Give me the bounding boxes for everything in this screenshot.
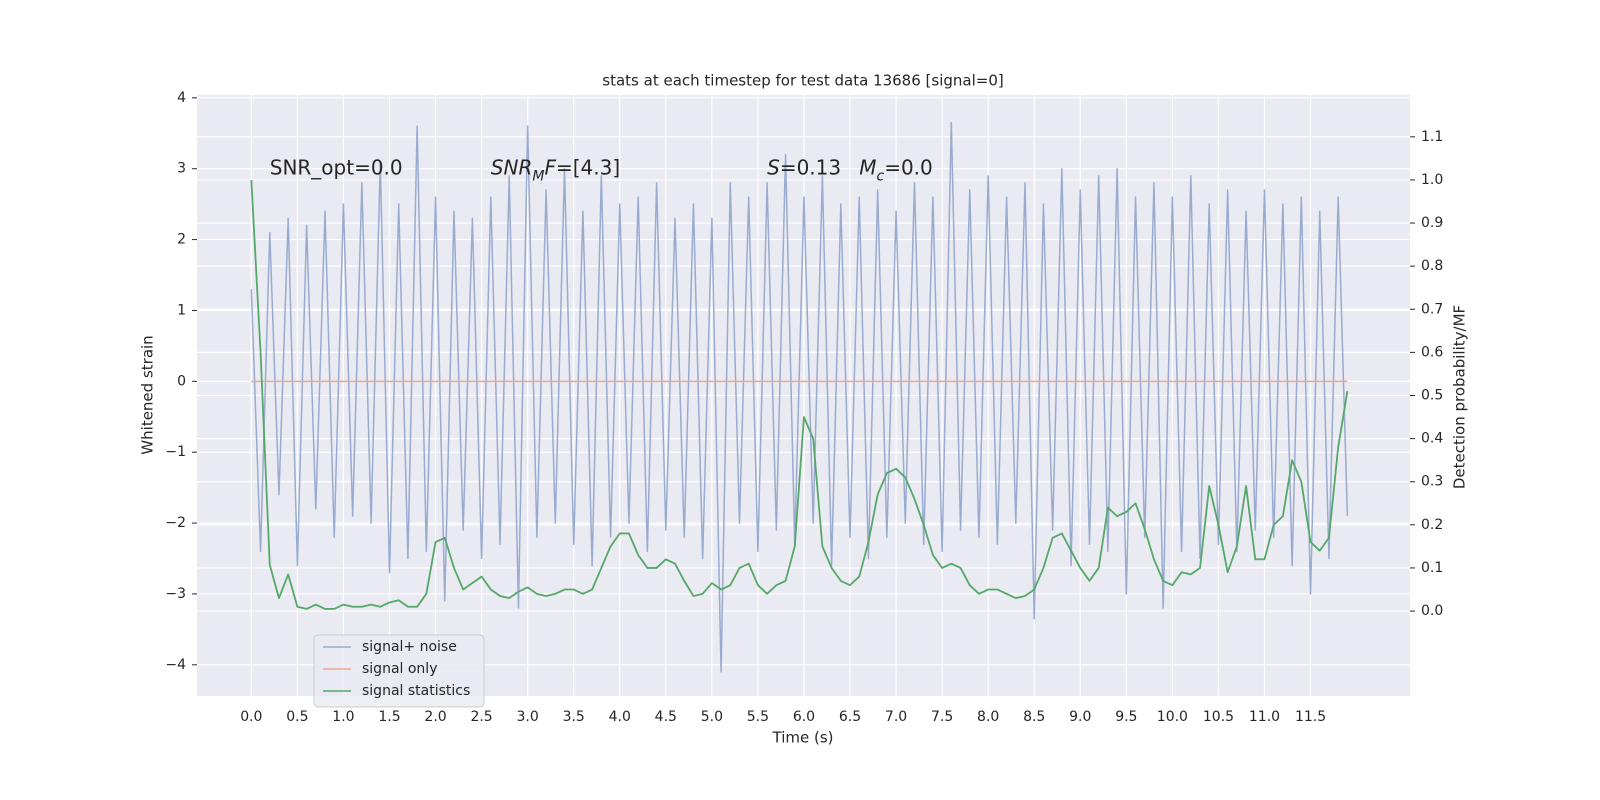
x-axis-label: Time (s) <box>772 729 834 747</box>
y2-tick-label: 0.9 <box>1421 215 1443 231</box>
y2-tick-label: 0.5 <box>1421 388 1443 404</box>
annotation-part: M <box>859 155 876 179</box>
y-tick-label: 3 <box>177 161 186 177</box>
x-tick-label: 10.5 <box>1203 709 1234 725</box>
y2-axis-label: Detection probability/MF <box>1451 305 1469 489</box>
y2-tick-label: 0.2 <box>1421 517 1443 533</box>
x-tick-label: 10.0 <box>1157 709 1188 725</box>
x-tick-label: 3.0 <box>517 709 539 725</box>
x-tick-label: 11.0 <box>1249 709 1280 725</box>
legend-label: signal+ noise <box>362 639 457 655</box>
x-tick-label: 6.5 <box>839 709 861 725</box>
annotation: S=0.13 <box>767 155 841 179</box>
x-tick-label: 9.5 <box>1115 709 1137 725</box>
y2-tick-label: 0.4 <box>1421 431 1443 447</box>
y2-tick-label: 0.0 <box>1421 603 1443 619</box>
x-tick-label: 0.0 <box>240 709 262 725</box>
x-tick-label: 1.0 <box>332 709 354 725</box>
x-tick-label: 7.0 <box>885 709 907 725</box>
y-tick-label: 4 <box>177 90 186 106</box>
annotation: SNR_opt=0.0 <box>270 155 403 179</box>
x-tick-label: 4.0 <box>609 709 631 725</box>
annotation-part: SNR <box>491 155 533 179</box>
x-tick-label: 1.5 <box>378 709 400 725</box>
annotation: Mc=0.0 <box>859 155 933 185</box>
y-tick-label: −1 <box>165 444 186 460</box>
legend-label: signal only <box>362 661 437 677</box>
y2-tick-label: 0.8 <box>1421 258 1443 274</box>
annotation-part: F <box>544 155 556 179</box>
annotation-part: =0.0 <box>884 155 933 179</box>
x-tick-label: 7.5 <box>931 709 953 725</box>
x-tick-label: 8.0 <box>977 709 999 725</box>
annotation-part: M <box>532 169 544 185</box>
y2-tick-label: 0.1 <box>1421 560 1443 576</box>
y-tick-label: 0 <box>177 373 186 389</box>
x-tick-label: 5.0 <box>701 709 723 725</box>
annotation: SNRMF=[4.3] <box>491 155 620 185</box>
x-tick-label: 9.0 <box>1069 709 1091 725</box>
x-tick-label: 2.5 <box>470 709 492 725</box>
x-tick-label: 6.0 <box>793 709 815 725</box>
legend-box <box>313 634 485 708</box>
chart-title: stats at each timestep for test data 136… <box>602 72 1003 90</box>
x-tick-label: 0.5 <box>286 709 308 725</box>
annotation-part: S <box>767 155 780 179</box>
annotation-part: SNR_opt=0.0 <box>270 155 403 179</box>
x-tick-label: 3.5 <box>563 709 585 725</box>
x-tick-label: 4.5 <box>655 709 677 725</box>
x-tick-label: 5.5 <box>747 709 769 725</box>
annotation-part: c <box>876 169 884 185</box>
annotation-part: =0.13 <box>780 155 841 179</box>
y-tick-label: 2 <box>177 232 186 248</box>
x-tick-label: 2.0 <box>424 709 446 725</box>
series-line <box>250 121 1349 673</box>
legend-label: signal statistics <box>362 683 470 699</box>
annotation-part: =[4.3] <box>556 155 620 179</box>
y-axis-label: Whitened strain <box>139 335 157 454</box>
y2-tick-label: 1.0 <box>1421 172 1443 188</box>
y-tick-label: −2 <box>165 515 186 531</box>
y2-tick-label: 1.1 <box>1421 129 1443 145</box>
x-tick-label: 8.5 <box>1023 709 1045 725</box>
y-tick-label: 1 <box>177 302 186 318</box>
y2-tick-label: 0.6 <box>1421 344 1443 360</box>
series-line <box>250 179 1349 610</box>
y2-tick-label: 0.3 <box>1421 474 1443 490</box>
y-tick-label: −4 <box>165 657 186 673</box>
y2-tick-label: 0.7 <box>1421 301 1443 317</box>
x-tick-label: 11.5 <box>1295 709 1326 725</box>
y-tick-label: −3 <box>165 586 186 602</box>
